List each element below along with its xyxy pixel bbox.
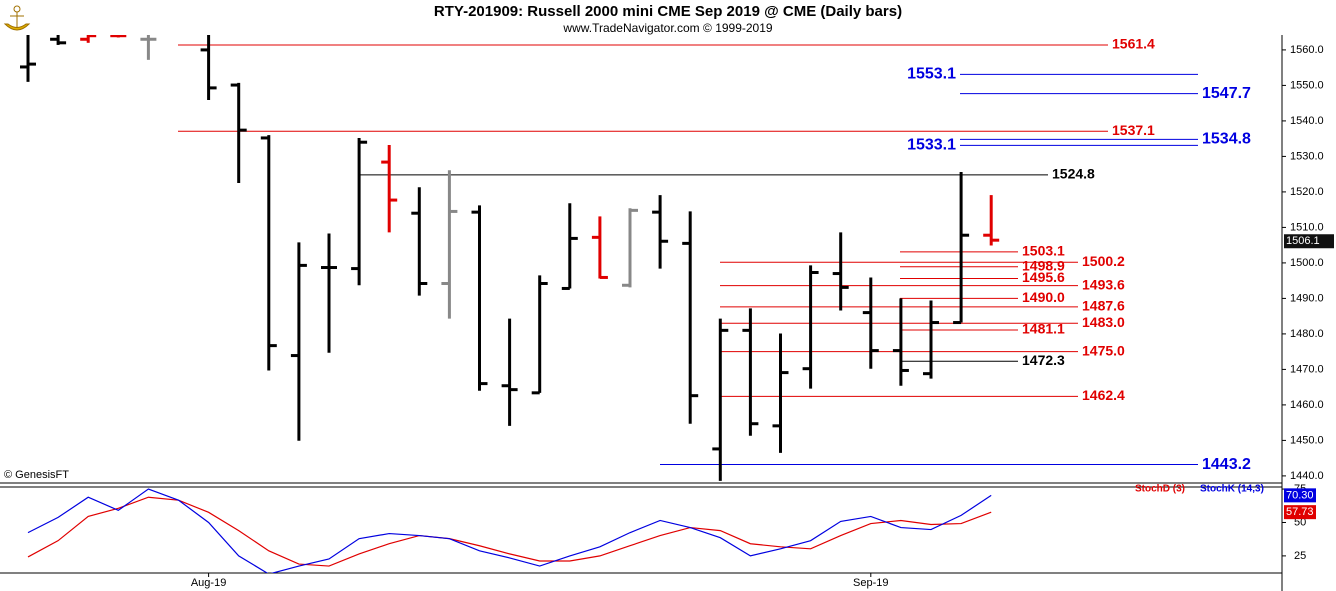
y-tick-label: 25 xyxy=(1294,550,1306,562)
y-tick-label: 1460.0 xyxy=(1290,399,1324,411)
y-tick-label: 1500.0 xyxy=(1290,257,1324,269)
last-price-box xyxy=(1284,234,1334,249)
level-label: 1487.6 xyxy=(1082,298,1125,314)
level-label: 1533.1 xyxy=(907,137,956,154)
y-tick-label: 1490.0 xyxy=(1290,292,1324,304)
y-tick-label: 1480.0 xyxy=(1290,328,1324,340)
level-label: 1547.7 xyxy=(1202,85,1251,102)
level-label: 1537.1 xyxy=(1112,122,1155,138)
level-label: 1498.9 xyxy=(1022,258,1065,274)
last-price-label: 1506.1 xyxy=(1286,235,1320,247)
value-box xyxy=(1284,505,1316,520)
level-label: 1553.1 xyxy=(907,66,956,83)
level-label: 1462.4 xyxy=(1082,387,1125,403)
stoch-pane xyxy=(27,488,992,573)
value-box xyxy=(1284,488,1316,503)
y-tick-label: 1530.0 xyxy=(1290,150,1324,162)
level-label: 1475.0 xyxy=(1082,342,1125,358)
source-note: © GenesisFT xyxy=(4,469,69,481)
chart-title: RTY-201909: Russell 2000 mini CME Sep 20… xyxy=(434,3,902,20)
level-label: 1443.2 xyxy=(1202,456,1251,473)
y-tick-label: 1560.0 xyxy=(1290,44,1324,56)
value-label: 57.73 xyxy=(1286,506,1314,518)
y-tick-label: 1470.0 xyxy=(1290,363,1324,375)
level-label: 1472.3 xyxy=(1022,352,1065,368)
y-tick-label: 1540.0 xyxy=(1290,115,1324,127)
stoch-line xyxy=(27,488,992,573)
legend-label: StochK (14,3) xyxy=(1200,484,1264,495)
level-label: 1490.0 xyxy=(1022,289,1065,305)
y-tick-label: 1440.0 xyxy=(1290,470,1324,482)
legend-label: StochD (3) xyxy=(1135,484,1185,495)
x-tick-label: Sep-19 xyxy=(853,577,888,589)
y-tick-label: 1550.0 xyxy=(1290,79,1324,91)
logo xyxy=(3,5,31,31)
y-tick-label: 1510.0 xyxy=(1290,221,1324,233)
level-label: 1524.8 xyxy=(1052,166,1095,182)
level-label: 1561.4 xyxy=(1112,36,1155,52)
price-pane xyxy=(20,35,1198,481)
level-label: 1481.1 xyxy=(1022,321,1065,337)
value-label: 70.30 xyxy=(1286,489,1314,501)
stoch-line xyxy=(27,496,992,567)
level-label: 1483.0 xyxy=(1082,314,1125,330)
y-tick-label: 50 xyxy=(1294,516,1306,528)
level-label: 1493.6 xyxy=(1082,276,1125,292)
y-tick-label: 1520.0 xyxy=(1290,186,1324,198)
level-label: 1500.2 xyxy=(1082,253,1125,269)
chart-subtitle: www.TradeNavigator.com © 1999-2019 xyxy=(562,21,772,35)
level-label: 1534.8 xyxy=(1202,131,1251,148)
x-tick-label: Aug-19 xyxy=(191,577,226,589)
y-tick-label: 1450.0 xyxy=(1290,434,1324,446)
overlay: 1440.0 1450.0 1460.0 1470.0 1480.0 1490.0 1500… xyxy=(191,36,1334,589)
level-label: 1495.6 xyxy=(1022,269,1065,285)
level-label: 1503.1 xyxy=(1022,243,1065,259)
